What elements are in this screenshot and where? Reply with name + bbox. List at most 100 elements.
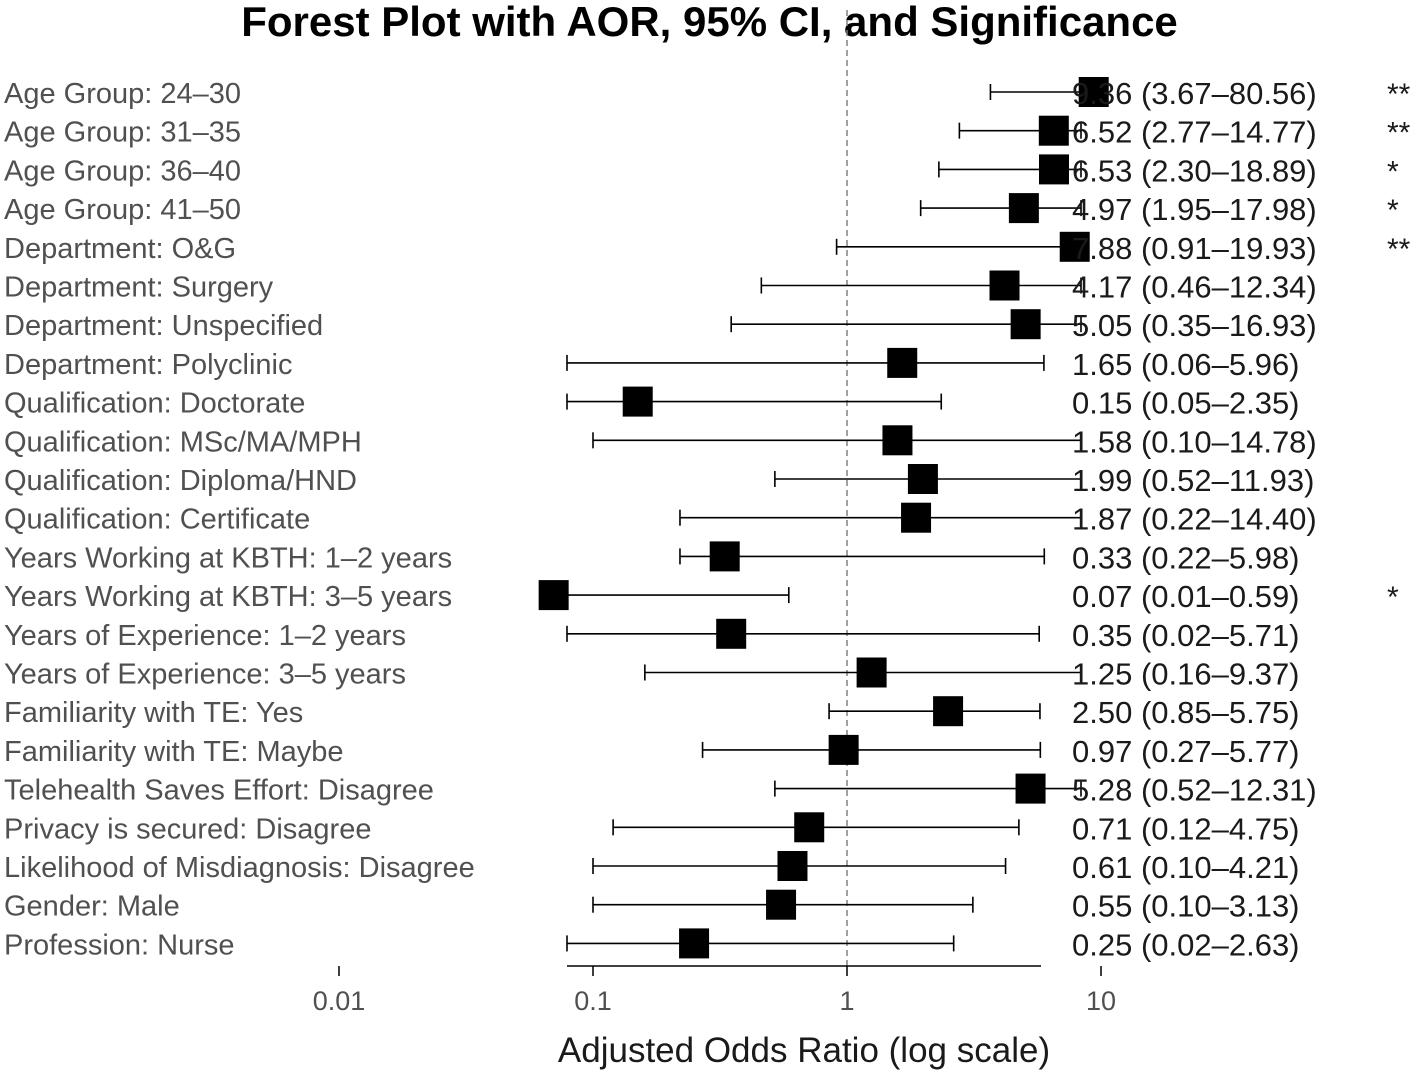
aor-marker xyxy=(856,657,887,688)
significance-marker: ** xyxy=(1387,233,1411,266)
significance-marker: ** xyxy=(1387,117,1411,150)
aor-ci-text: 0.35 (0.02–5.71) xyxy=(1072,618,1300,653)
aor-ci-text: 0.33 (0.22–5.98) xyxy=(1072,540,1300,575)
aor-marker xyxy=(901,502,932,533)
forest-row: Familiarity with TE: Maybe 0.97 (0.27–5.7… xyxy=(4,734,1300,769)
aor-marker xyxy=(828,734,859,765)
aor-marker xyxy=(1038,154,1069,185)
forest-row: Profession: Nurse 0.25 (0.02–2.63) xyxy=(4,927,1300,962)
row-label: Likelihood of Misdiagnosis: Disagree xyxy=(4,852,475,884)
forest-row: Department: Unspecified 5.05 (0.35–16.93) xyxy=(4,308,1317,343)
row-label: Privacy is secured: Disagree xyxy=(4,813,371,845)
row-label: Age Group: 31–35 xyxy=(4,117,241,149)
aor-marker xyxy=(933,696,964,727)
row-label: Telehealth Saves Effort: Disagree xyxy=(4,775,434,807)
aor-ci-text: 6.53 (2.30–18.89) xyxy=(1072,153,1317,188)
aor-marker xyxy=(907,464,938,494)
aor-ci-text: 1.58 (0.10–14.78) xyxy=(1072,424,1317,459)
forest-row: Department: O&G 7.88 (0.91–19.93) ** xyxy=(4,231,1411,266)
aor-ci-text: 5.05 (0.35–16.93) xyxy=(1072,308,1317,343)
forest-row: Qualification: Diploma/HND 1.99 (0.52–11.… xyxy=(4,463,1314,498)
aor-ci-text: 0.97 (0.27–5.77) xyxy=(1072,734,1300,769)
forest-row: Qualification: MSc/MA/MPH 1.58 (0.10–14.7… xyxy=(4,424,1317,459)
aor-marker xyxy=(1038,115,1069,146)
aor-marker xyxy=(1008,193,1039,224)
row-label: Familiarity with TE: Maybe xyxy=(4,736,344,768)
row-label: Department: Surgery xyxy=(4,272,274,304)
aor-ci-text: 1.65 (0.06–5.96) xyxy=(1072,347,1300,382)
row-label: Department: O&G xyxy=(4,233,236,265)
forest-row: Age Group: 41–50 4.97 (1.95–17.98) * xyxy=(4,192,1399,227)
aor-ci-text: 7.88 (0.91–19.93) xyxy=(1072,231,1317,266)
row-label: Age Group: 36–40 xyxy=(4,155,241,187)
forest-row: Age Group: 36–40 6.53 (2.30–18.89) * xyxy=(4,153,1399,188)
row-label: Age Group: 41–50 xyxy=(4,194,241,226)
aor-marker xyxy=(989,270,1020,301)
forest-row: Years Working at KBTH: 3–5 years 0.07 (0.… xyxy=(4,579,1399,614)
forest-row: Age Group: 31–35 6.52 (2.77–14.77) ** xyxy=(4,115,1411,150)
aor-marker xyxy=(709,541,740,572)
aor-ci-text: 0.07 (0.01–0.59) xyxy=(1072,579,1300,614)
aor-ci-text: 0.61 (0.10–4.21) xyxy=(1072,850,1300,885)
row-label: Years Working at KBTH: 1–2 years xyxy=(4,542,452,574)
forest-row: Years of Experience: 3–5 years 1.25 (0.16… xyxy=(4,657,1300,692)
forest-row: Qualification: Doctorate 0.15 (0.05–2.35) xyxy=(4,386,1300,421)
row-label: Years Working at KBTH: 3–5 years xyxy=(4,581,452,613)
aor-ci-text: 2.50 (0.85–5.75) xyxy=(1072,695,1300,730)
aor-marker xyxy=(622,386,653,417)
aor-ci-text: 0.25 (0.02–2.63) xyxy=(1072,927,1300,962)
row-label: Age Group: 24–30 xyxy=(4,78,241,110)
aor-marker xyxy=(538,580,569,611)
row-label: Department: Polyclinic xyxy=(4,349,293,381)
row-label: Qualification: Diploma/HND xyxy=(4,465,357,497)
row-label: Familiarity with TE: Yes xyxy=(4,697,303,729)
aor-ci-text: 4.97 (1.95–17.98) xyxy=(1072,192,1317,227)
aor-ci-text: 4.17 (0.46–12.34) xyxy=(1072,270,1317,305)
forest-row: Years of Experience: 1–2 years 0.35 (0.02… xyxy=(4,618,1300,653)
significance-marker: * xyxy=(1387,194,1399,227)
chart-title: Forest Plot with AOR, 95% CI, and Signif… xyxy=(241,0,1178,45)
forest-row: Age Group: 24–30 9.36 (3.67–80.56) ** xyxy=(4,76,1411,111)
forest-row: Qualification: Certificate 1.87 (0.22–14.… xyxy=(4,502,1317,537)
aor-ci-text: 6.52 (2.77–14.77) xyxy=(1072,115,1317,150)
significance-marker: * xyxy=(1387,581,1399,614)
forest-row: Likelihood of Misdiagnosis: Disagree 0.61… xyxy=(4,850,1300,885)
aor-marker xyxy=(887,347,918,378)
forest-row: Telehealth Saves Effort: Disagree 5.28 (0… xyxy=(4,773,1317,808)
forest-row: Department: Surgery 4.17 (0.46–12.34) xyxy=(4,270,1317,305)
forest-row: Familiarity with TE: Yes 2.50 (0.85–5.75) xyxy=(4,695,1300,730)
aor-ci-text: 1.87 (0.22–14.40) xyxy=(1072,502,1317,537)
forest-row: Years Working at KBTH: 1–2 years 0.33 (0.… xyxy=(4,540,1300,575)
x-axis-label: Adjusted Odds Ratio (log scale) xyxy=(558,1031,1050,1070)
aor-ci-text: 0.15 (0.05–2.35) xyxy=(1072,386,1300,421)
aor-ci-text: 0.55 (0.10–3.13) xyxy=(1072,889,1300,924)
forest-row: Gender: Male 0.55 (0.10–3.13) xyxy=(4,889,1300,924)
forest-row: Privacy is secured: Disagree 0.71 (0.12–4… xyxy=(4,811,1300,846)
x-tick-label: 1 xyxy=(839,986,854,1016)
row-label: Qualification: Certificate xyxy=(4,504,310,536)
aor-ci-text: 5.28 (0.52–12.31) xyxy=(1072,773,1317,808)
row-label: Qualification: MSc/MA/MPH xyxy=(4,426,362,458)
aor-ci-text: 1.99 (0.52–11.93) xyxy=(1072,463,1314,498)
aor-marker xyxy=(1078,77,1109,107)
significance-marker: ** xyxy=(1387,78,1411,111)
significance-marker: * xyxy=(1387,155,1399,188)
aor-marker xyxy=(882,425,913,456)
aor-marker xyxy=(716,618,747,649)
aor-marker xyxy=(1010,309,1041,340)
aor-marker xyxy=(794,812,825,843)
aor-marker xyxy=(766,889,797,920)
row-label: Gender: Male xyxy=(4,891,180,923)
row-label: Profession: Nurse xyxy=(4,929,235,961)
row-label: Qualification: Doctorate xyxy=(4,388,305,420)
aor-marker xyxy=(777,851,808,881)
aor-marker xyxy=(679,928,710,959)
x-tick-label: 10 xyxy=(1086,986,1116,1016)
aor-marker xyxy=(1059,231,1090,262)
x-tick-label: 0.01 xyxy=(313,986,366,1016)
row-label: Department: Unspecified xyxy=(4,310,323,342)
aor-ci-text: 1.25 (0.16–9.37) xyxy=(1072,657,1300,692)
x-tick-label: 0.1 xyxy=(574,986,612,1016)
forest-row: Department: Polyclinic 1.65 (0.06–5.96) xyxy=(4,347,1300,382)
